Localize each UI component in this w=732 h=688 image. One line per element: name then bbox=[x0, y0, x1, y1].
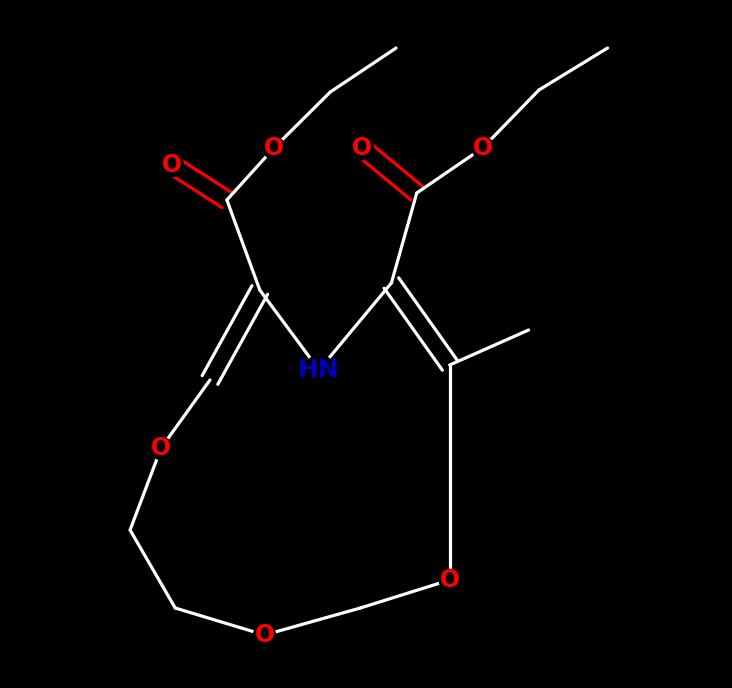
Text: HN: HN bbox=[298, 358, 340, 382]
Text: O: O bbox=[151, 436, 171, 460]
Text: O: O bbox=[352, 136, 373, 160]
Text: O: O bbox=[472, 136, 493, 160]
Text: O: O bbox=[163, 153, 182, 177]
Text: O: O bbox=[255, 623, 274, 647]
Text: O: O bbox=[264, 136, 284, 160]
Text: O: O bbox=[440, 568, 460, 592]
